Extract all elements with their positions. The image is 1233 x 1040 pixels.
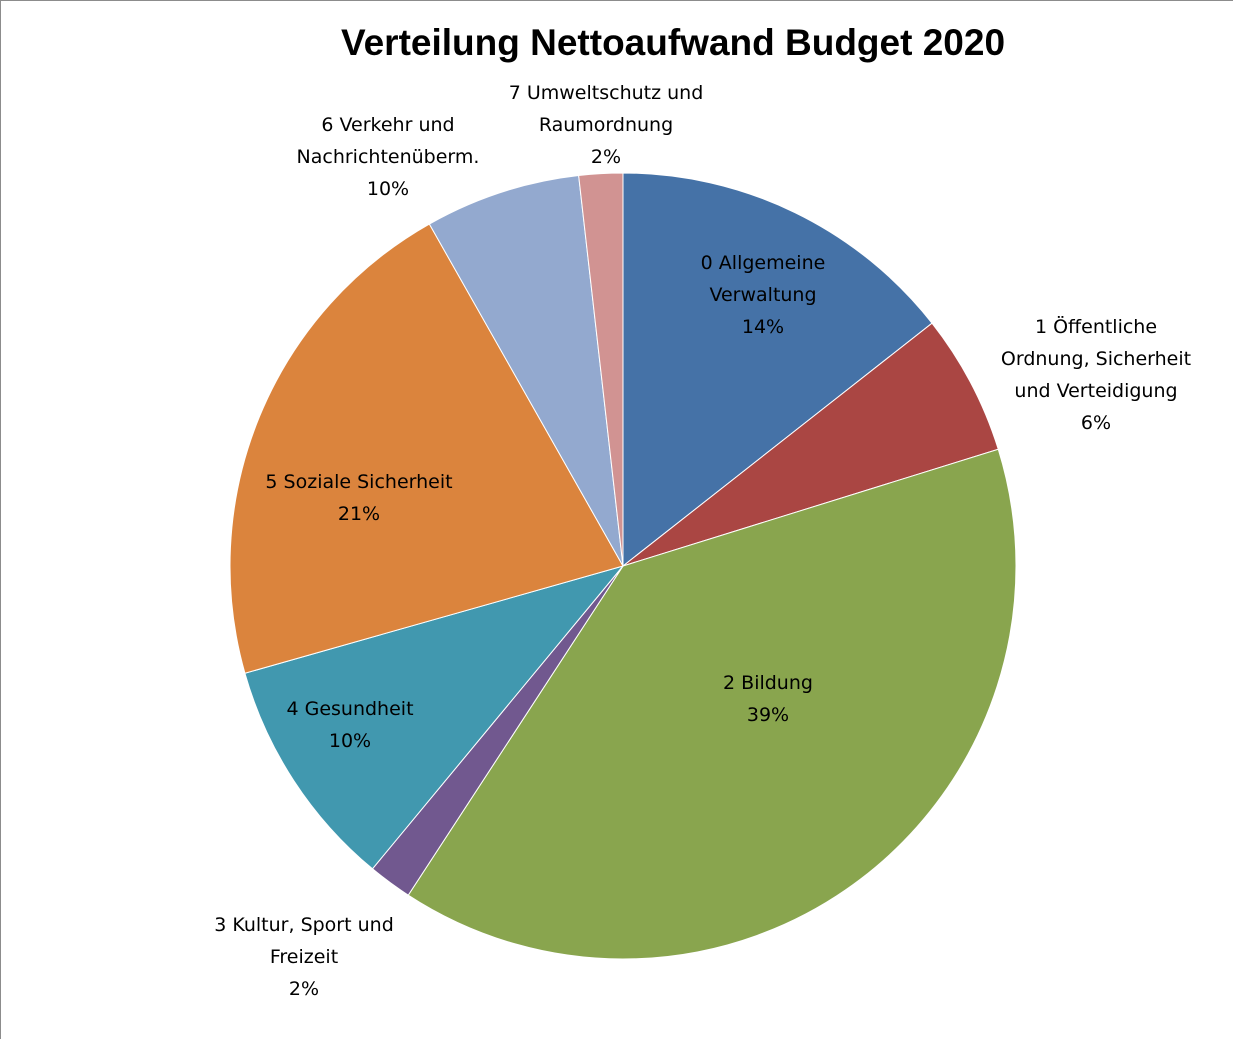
slice-percent-6: 10%	[367, 178, 409, 200]
slice-label-line: 1 Öffentliche	[1035, 315, 1157, 338]
slice-label-0: 0 Allgemeine Verwaltung 14%	[701, 252, 826, 338]
slice-label-line: Freizeit	[270, 946, 338, 968]
slice-percent-2: 39%	[747, 704, 789, 726]
pie-slice-5	[229, 223, 624, 674]
slice-label-line: Verwaltung	[709, 284, 816, 306]
pie-slice-4	[244, 565, 625, 870]
slice-label-line: 6 Verkehr und	[321, 114, 454, 136]
slice-label-4: 4 Gesundheit 10%	[286, 698, 413, 752]
slice-label-line: Ordnung, Sicherheit	[1001, 348, 1191, 370]
slice-label-line: 4 Gesundheit	[286, 698, 413, 720]
slice-percent-4: 10%	[329, 730, 371, 752]
slice-label-1: 1 Öffentliche Ordnung, Sicherheit und Vert…	[1001, 315, 1191, 434]
slice-percent-3: 2%	[289, 978, 319, 1000]
slice-label-line: 5 Soziale Sicherheit	[265, 471, 452, 493]
slice-label-line: Raumordnung	[539, 114, 673, 136]
slice-label-6: 6 Verkehr und Nachrichtenüberm. 10%	[297, 114, 480, 200]
slice-label-line: 0 Allgemeine	[701, 252, 826, 274]
pie-slice-1	[622, 322, 999, 567]
slice-percent-0: 14%	[742, 316, 784, 338]
slice-label-line: und Verteidigung	[1014, 380, 1177, 402]
slice-label-line: 2 Bildung	[723, 672, 813, 694]
slice-label-3: 3 Kultur, Sport und Freizeit 2%	[214, 914, 394, 1000]
chart-title: Verteilung Nettoaufwand Budget 2020	[341, 22, 1005, 63]
pie-slice-6	[428, 174, 624, 567]
pie-labels: 0 Allgemeine Verwaltung 14% 1 Öffentliche Or…	[214, 82, 1191, 1000]
pie-slice-7	[578, 172, 624, 567]
pie-slice-0	[622, 172, 933, 568]
slice-percent-1: 6%	[1081, 412, 1111, 434]
slice-percent-5: 21%	[338, 503, 380, 525]
slice-label-line: 3 Kultur, Sport und	[214, 914, 394, 936]
pie-slices	[229, 172, 1017, 960]
slice-label-5: 5 Soziale Sicherheit 21%	[265, 471, 452, 525]
slice-label-line: 7 Umweltschutz und	[509, 82, 704, 104]
slice-percent-7: 2%	[591, 146, 621, 168]
slice-label-2: 2 Bildung 39%	[723, 672, 813, 726]
slice-label-7: 7 Umweltschutz und Raumordnung 2%	[509, 82, 704, 168]
slice-label-line: Nachrichtenüberm.	[297, 146, 480, 168]
pie-slice-2	[407, 448, 1017, 960]
